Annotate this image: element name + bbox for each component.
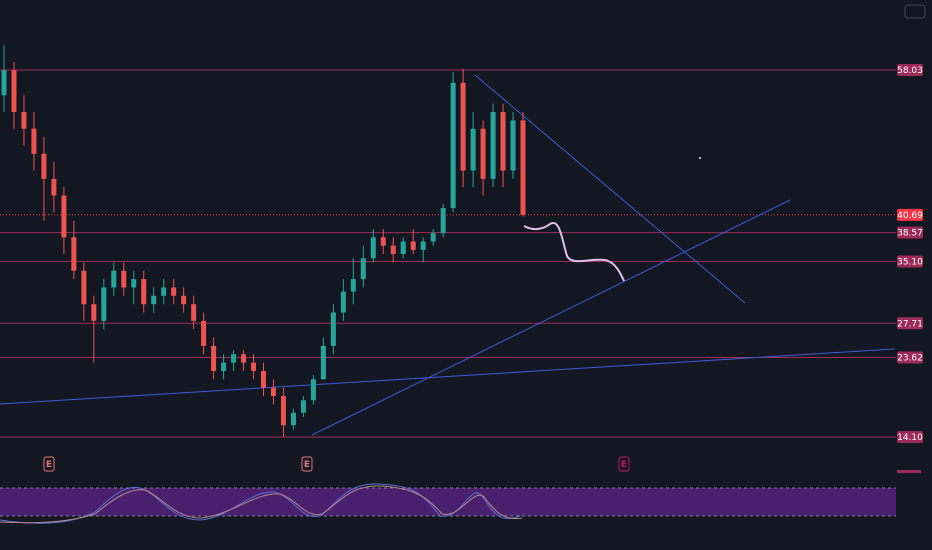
candle-body (161, 287, 167, 296)
candle-body (181, 295, 187, 305)
candle-body (261, 370, 266, 388)
candle-body (340, 291, 346, 313)
pane-separator (897, 470, 921, 473)
price-label: 27.71 (897, 319, 923, 329)
candle-body (101, 287, 107, 321)
candle-body (131, 279, 137, 288)
candle-body (121, 270, 127, 288)
candle-body (360, 258, 366, 280)
price-label: 38.57 (897, 229, 923, 239)
trendline (311, 199, 791, 436)
candle-body (520, 120, 526, 215)
candle-body (211, 345, 217, 371)
price-label-box (897, 430, 923, 443)
candle-body (300, 400, 306, 413)
oscillator-d (0, 485, 523, 524)
earnings-box (301, 456, 313, 472)
candle-body (320, 345, 326, 380)
candle-body (470, 128, 476, 171)
projection-path (523, 221, 625, 282)
candle-body (51, 178, 57, 196)
dot (699, 157, 701, 159)
candle-body (490, 112, 496, 179)
price-label-box (897, 351, 923, 364)
candle-body (420, 241, 426, 250)
candle-body (480, 128, 486, 179)
price-label: 14.10 (897, 433, 923, 443)
candle-body (191, 304, 197, 321)
candle-body (81, 270, 87, 305)
candle-body (31, 128, 37, 154)
earnings-box (618, 456, 630, 472)
price-label-box (897, 317, 923, 330)
candle-body (310, 379, 316, 401)
candle-body (350, 279, 356, 292)
candle-body (370, 237, 376, 259)
oscillator-band (0, 488, 896, 516)
earnings-box (43, 456, 55, 472)
candle-body (280, 396, 286, 426)
candle-body (500, 112, 506, 171)
candle-body (400, 241, 406, 255)
candle-body (231, 354, 237, 363)
last-price-label-box (897, 208, 923, 221)
candle-body (41, 153, 47, 179)
price-label-box (897, 64, 923, 77)
last-price-label: 40.69 (897, 211, 923, 221)
candle-body (111, 270, 117, 288)
trendline (474, 74, 746, 304)
candle-body (1, 70, 7, 96)
earnings-marker: E (304, 460, 310, 470)
candle-body (251, 362, 257, 371)
candle-body (440, 208, 446, 234)
candle-body (270, 387, 276, 397)
candle-body (91, 304, 97, 321)
candle-body (171, 287, 177, 296)
candle-body (450, 82, 456, 209)
candle-body (410, 241, 416, 250)
candle-body (460, 82, 466, 171)
trendline (0, 348, 896, 405)
candle-body (61, 195, 67, 238)
price-label: 23.62 (897, 353, 923, 363)
candle-body (151, 295, 157, 305)
candle-body (330, 312, 336, 346)
candle-body (390, 245, 396, 255)
settings-button[interactable] (904, 4, 926, 19)
price-label: 35.10 (897, 258, 923, 268)
candle-body (21, 112, 27, 129)
candle-body (221, 362, 227, 371)
candle-body (380, 237, 386, 246)
candle-body (510, 120, 516, 171)
earnings-marker: E (46, 460, 52, 470)
candle-body (430, 233, 436, 242)
candle-body (201, 320, 207, 346)
oscillator-k (0, 483, 521, 524)
price-label-box (897, 226, 923, 239)
candle-body (241, 354, 247, 363)
earnings-marker: E (621, 460, 627, 470)
candle-body (11, 70, 17, 113)
candle-body (290, 412, 296, 426)
candle-body (141, 279, 147, 305)
price-label: 58.03 (897, 66, 923, 76)
candle-body (71, 237, 77, 271)
price-label-box (897, 255, 923, 268)
